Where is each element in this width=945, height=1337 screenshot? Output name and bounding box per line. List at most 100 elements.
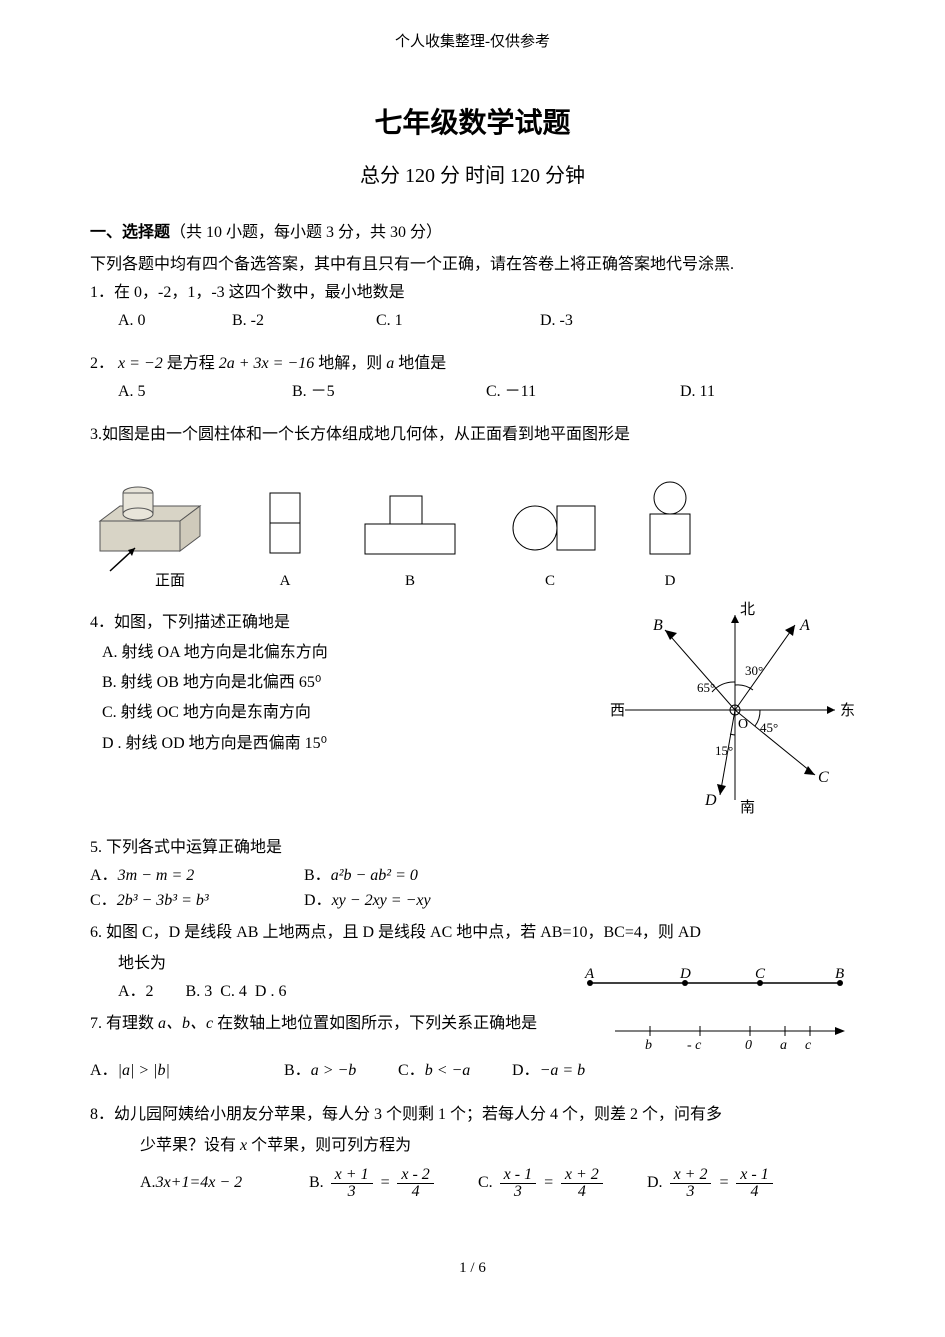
q5-b-eq: a²b − ab² = 0 — [331, 863, 418, 889]
q8-b-frac1: x + 13 — [331, 1167, 373, 1200]
section-1-detail: （共 10 小题，每小题 3 分，共 30 分） — [170, 224, 442, 241]
q8-line1: 8．幼儿园阿姨给小朋友分苹果，每人分 3 个则剩 1 个；若每人分 4 个，则差… — [90, 1102, 855, 1128]
section-1-instruction: 下列各题中均有四个备选答案，其中有且只有一个正确，请在答卷上将正确答案地代号涂黑… — [90, 250, 855, 274]
q1-opt-a: A. 0 — [118, 308, 228, 334]
q2-options: A. 5 B. －5 C. －11 D. 11 — [90, 379, 855, 405]
q7-d-pre: D． — [512, 1058, 540, 1084]
q6-segment-figure: A D C B — [575, 968, 855, 1008]
nl-b: b — [645, 1038, 652, 1053]
compass-65: 65° — [697, 680, 715, 695]
q5-d-eq: xy − 2xy = −xy — [332, 888, 431, 914]
section-1-label: 一、选择题 — [90, 224, 170, 241]
compass-west: 西 — [610, 703, 625, 719]
q7-a-eq: |a| > |b| — [118, 1058, 170, 1084]
q5-c-eq: 2b³ − 3b³ = b³ — [117, 888, 209, 914]
q1-options: A. 0 B. -2 C. 1 D. -3 — [90, 308, 855, 334]
exam-page: 个人收集整理-仅供参考 七年级数学试题 总分 120 分 时间 120 分钟 一… — [0, 0, 945, 1317]
q8-b-pre: B. — [309, 1170, 324, 1196]
q2-eq1: x = −2 — [118, 355, 163, 372]
q7-options: A．|a| > |b| B．a > −b C．b < −a D．−a = b — [90, 1058, 855, 1084]
q5-stem: 5. 下列各式中运算正确地是 — [90, 835, 855, 861]
q8-d-pre: D. — [647, 1170, 663, 1196]
compass-B: B — [653, 617, 663, 634]
option-a-icon — [250, 488, 320, 568]
q3-label-c: C — [500, 573, 600, 590]
page-title: 七年级数学试题 — [90, 101, 855, 141]
compass-C: C — [818, 769, 829, 786]
q3-label-a: A — [250, 573, 320, 590]
q8-l2-pre: 少苹果？设有 — [140, 1137, 240, 1154]
compass-45: 45° — [760, 720, 778, 735]
page-footer: 1 / 6 — [90, 1260, 855, 1277]
q6-line1: 6. 如图 C，D 是线段 AB 上地两点，且 D 是线段 AC 地中点，若 A… — [90, 920, 855, 946]
compass-O: O — [738, 717, 748, 732]
q3-solid-figure: 正面 — [90, 466, 210, 590]
section-1-head: 一、选择题（共 10 小题，每小题 3 分，共 30 分） — [90, 218, 855, 242]
q3-option-d-fig: D — [640, 478, 700, 590]
nl-a: a — [780, 1038, 787, 1053]
q2-stem: 2． x = −2 是方程 2a + 3x = −16 地解，则 a 地值是 — [90, 351, 855, 377]
q8-c-frac1: x - 13 — [500, 1167, 536, 1200]
q1-stem: 1．在 0，-2，1，-3 这四个数中，最小地数是 — [90, 280, 855, 306]
q8-d-frac1: x + 23 — [670, 1167, 712, 1200]
seg-B: B — [835, 968, 844, 982]
q5-a-eq: 3m − m = 2 — [118, 863, 195, 889]
q8-c-frac2: x + 24 — [561, 1167, 603, 1200]
q8-d-frac2: x - 14 — [736, 1167, 772, 1200]
q3-label-d: D — [640, 573, 700, 590]
q8-line2: 少苹果？设有 x 个苹果，则可列方程为 — [90, 1133, 855, 1159]
compass-south: 南 — [740, 799, 755, 816]
q7-post: 在数轴上地位置如图所示，下列关系正确地是 — [213, 1015, 537, 1032]
q3-label-b: B — [360, 573, 460, 590]
q2-var: a — [386, 355, 394, 372]
q7-numberline-figure: b - c 0 a c — [605, 1016, 855, 1061]
q6-options: A．2 B. 3 C. 4 D . 6 — [90, 979, 538, 1005]
q2-opt-a: A. 5 — [118, 379, 288, 405]
q2-opt-c: C. －11 — [486, 379, 676, 405]
q8-a-pre: A. — [140, 1170, 156, 1196]
q6-opts-text: A．2 B. 3 C. 4 D . 6 — [118, 979, 286, 1005]
option-b-icon — [360, 488, 460, 568]
q3-option-c-fig: C — [500, 488, 600, 590]
q2-mid2: 地解，则 — [318, 355, 382, 372]
q8-a-eq: 3x+1=4x − 2 — [156, 1170, 243, 1196]
compass-east: 东 — [840, 702, 855, 719]
segment-icon: A D C B — [575, 968, 855, 1003]
q5-d-pre: D． — [304, 888, 332, 914]
q3-option-b-fig: B — [360, 488, 460, 590]
compass-D: D — [704, 792, 717, 809]
option-d-icon — [640, 478, 700, 568]
nl-0: 0 — [745, 1038, 752, 1053]
q2-eq2: 2a + 3x = −16 — [219, 355, 315, 372]
compass-30: 30° — [745, 663, 763, 678]
q8-options: A. 3x+1=4x − 2 B. x + 13 = x - 24 C. x -… — [90, 1167, 855, 1200]
page-subtitle: 总分 120 分 时间 120 分钟 — [90, 159, 855, 188]
compass-A: A — [799, 617, 810, 634]
seg-D: D — [679, 968, 691, 982]
q7-c-pre: C． — [398, 1058, 425, 1084]
compass-icon: 北 南 东 西 A B C D O 30° 65° 45° 15° — [585, 600, 865, 820]
q5-options-row2: C．2b³ − 3b³ = b³ D．xy − 2xy = −xy — [90, 888, 855, 914]
q7-d-eq: −a = b — [540, 1058, 586, 1084]
option-c-icon — [500, 488, 600, 568]
q6-block: 6. 如图 C，D 是线段 AB 上地两点，且 D 是线段 AC 地中点，若 A… — [90, 920, 855, 1005]
seg-A: A — [584, 968, 595, 982]
q7-block: 7. 有理数 a、b、c 在数轴上地位置如图所示，下列关系正确地是 b - c … — [90, 1011, 855, 1084]
q2-mid1: 是方程 — [167, 355, 215, 372]
seg-C: C — [755, 968, 766, 982]
q4-compass-figure: 北 南 东 西 A B C D O 30° 65° 45° 15° — [585, 600, 865, 825]
compass-15: 15° — [715, 743, 733, 758]
q2-tail: 地值是 — [398, 355, 446, 372]
numberline-icon: b - c 0 a c — [605, 1016, 855, 1056]
nl-mc: - c — [687, 1038, 702, 1053]
compass-north: 北 — [740, 601, 755, 618]
q8-l2-post: 个苹果，则可列方程为 — [247, 1137, 411, 1154]
q8-b-frac2: x - 24 — [397, 1167, 433, 1200]
q1-opt-c: C. 1 — [376, 308, 536, 334]
q1-opt-d: D. -3 — [540, 308, 573, 334]
q7-pre: 7. 有理数 — [90, 1015, 158, 1032]
q2-opt-b: B. －5 — [292, 379, 482, 405]
q8-c-pre: C. — [478, 1170, 493, 1196]
q5-c-pre: C． — [90, 888, 117, 914]
q5-options-row1: A．3m − m = 2 B．a²b − ab² = 0 — [90, 863, 855, 889]
